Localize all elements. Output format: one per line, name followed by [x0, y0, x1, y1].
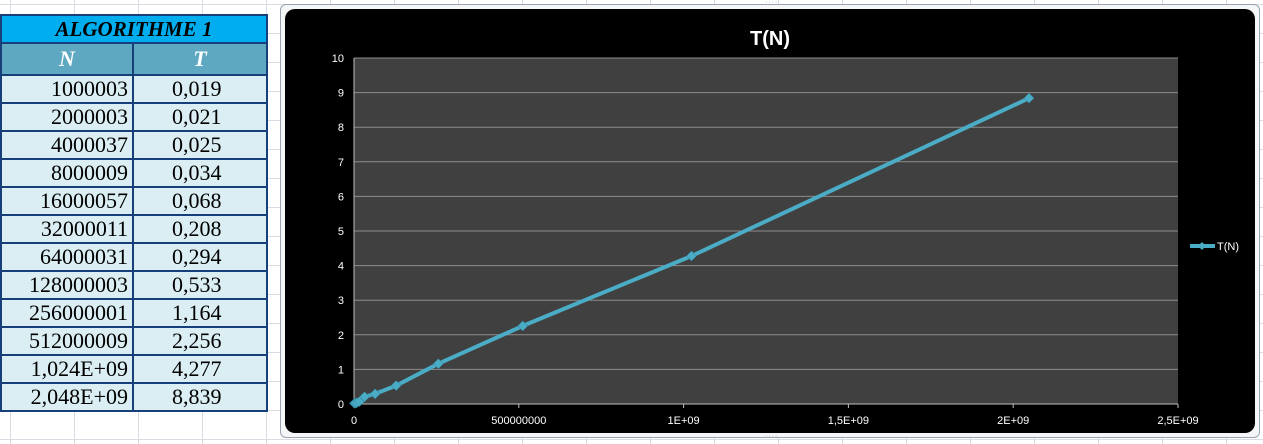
x-tick-label: 1E+09: [668, 415, 700, 427]
table-row: 4000037 0,025: [0, 130, 268, 160]
y-tick-label: 9: [338, 88, 344, 100]
x-tick-label: 2E+09: [997, 415, 1029, 427]
column-header-t[interactable]: T: [132, 42, 268, 76]
y-tick-label: 1: [338, 364, 344, 376]
data-point: [390, 380, 402, 391]
data-point: [359, 391, 370, 403]
cell-n[interactable]: 8000009: [0, 158, 134, 188]
cell-n[interactable]: 2,048E+09: [0, 382, 134, 412]
table-body: ALGORITHME 1 N T 1000003 0,019 2000003 0,02…: [0, 14, 268, 412]
chart-title[interactable]: T(N): [750, 28, 790, 50]
chart-area[interactable]: T(N) 0 1 2 3 4 5 6 7 8 9 10 0 500000000 1E+09 1,5E+09 2E…: [285, 9, 1255, 433]
cell-n[interactable]: 64000031: [0, 242, 134, 272]
table-row: 2,048E+09 8,839: [0, 382, 268, 412]
cell-t[interactable]: 8,839: [132, 382, 268, 412]
data-point: [433, 358, 444, 370]
x-tick-label: 2,5E+09: [1157, 415, 1198, 427]
chart-svg: T(N) 0 1 2 3 4 5 6 7 8 9 10 0 500000000 1E+09 1,5E+09 2E…: [332, 28, 1239, 427]
y-tick-label: 0: [338, 399, 344, 411]
chart-frame[interactable]: T(N) 0 1 2 3 4 5 6 7 8 9 10 0 500000000 1E+09 1,5E+09 2E…: [280, 0, 1260, 440]
cell-t[interactable]: 0,019: [132, 74, 268, 104]
table-row: 256000001 1,164: [0, 298, 268, 328]
cell-t[interactable]: 0,208: [132, 214, 268, 244]
cell-n[interactable]: 1,024E+09: [0, 354, 134, 384]
data-table: ALGORITHME 1 N T 1000003 0,019 2000003 0,02…: [0, 14, 268, 412]
y-tick-label: 5: [338, 226, 344, 238]
data-point: [686, 250, 697, 262]
cell-t[interactable]: 0,025: [132, 130, 268, 160]
y-tick-label: 2: [338, 330, 344, 342]
y-tick-label: 8: [338, 122, 344, 134]
table-header-row: N T: [0, 42, 268, 76]
cell-n[interactable]: 512000009: [0, 326, 134, 356]
y-tick-label: 6: [338, 191, 344, 203]
legend-label: T(N): [1217, 241, 1239, 253]
table-row: 2000003 0,021: [0, 102, 268, 132]
table-row: 64000031 0,294: [0, 242, 268, 272]
table-row: 32000011 0,208: [0, 214, 268, 244]
cell-t[interactable]: 0,021: [132, 102, 268, 132]
data-point: [517, 320, 529, 332]
table-row: 16000057 0,068: [0, 186, 268, 216]
y-tick-label: 3: [338, 295, 344, 307]
cell-n[interactable]: 128000003: [0, 270, 134, 300]
y-tick-label: 7: [338, 157, 344, 169]
cell-n[interactable]: 256000001: [0, 298, 134, 328]
cell-t[interactable]: 0,034: [132, 158, 268, 188]
x-tick-label: 0: [351, 415, 357, 427]
cell-t[interactable]: 2,256: [132, 326, 268, 356]
x-tick-label: 500000000: [491, 415, 546, 427]
y-tick-label: 4: [338, 261, 344, 273]
table-title[interactable]: ALGORITHME 1: [0, 14, 268, 44]
table-row: 512000009 2,256: [0, 326, 268, 356]
resize-handle-top[interactable]: ····: [765, 0, 779, 6]
table-title-row: ALGORITHME 1: [0, 14, 268, 44]
cell-t[interactable]: 4,277: [132, 354, 268, 384]
legend-swatch-marker: [1198, 242, 1206, 250]
cell-n[interactable]: 32000011: [0, 214, 134, 244]
cell-t[interactable]: 0,533: [132, 270, 268, 300]
data-point: [369, 388, 381, 400]
cell-t[interactable]: 0,294: [132, 242, 268, 272]
y-tick-label: 10: [332, 53, 344, 65]
cell-n[interactable]: 1000003: [0, 74, 134, 104]
data-point: [1023, 92, 1035, 104]
column-header-n[interactable]: N: [0, 42, 134, 76]
cell-n[interactable]: 4000037: [0, 130, 134, 160]
cell-n[interactable]: 16000057: [0, 186, 134, 216]
resize-handle-bottom[interactable]: ····: [765, 433, 779, 440]
cell-n[interactable]: 2000003: [0, 102, 134, 132]
table-row: 1000003 0,019: [0, 74, 268, 104]
table-row: 128000003 0,533: [0, 270, 268, 300]
cell-t[interactable]: 0,068: [132, 186, 268, 216]
x-tick-label: 1,5E+09: [828, 415, 869, 427]
cell-t[interactable]: 1,164: [132, 298, 268, 328]
table-row: 8000009 0,034: [0, 158, 268, 188]
table-row: 1,024E+09 4,277: [0, 354, 268, 384]
